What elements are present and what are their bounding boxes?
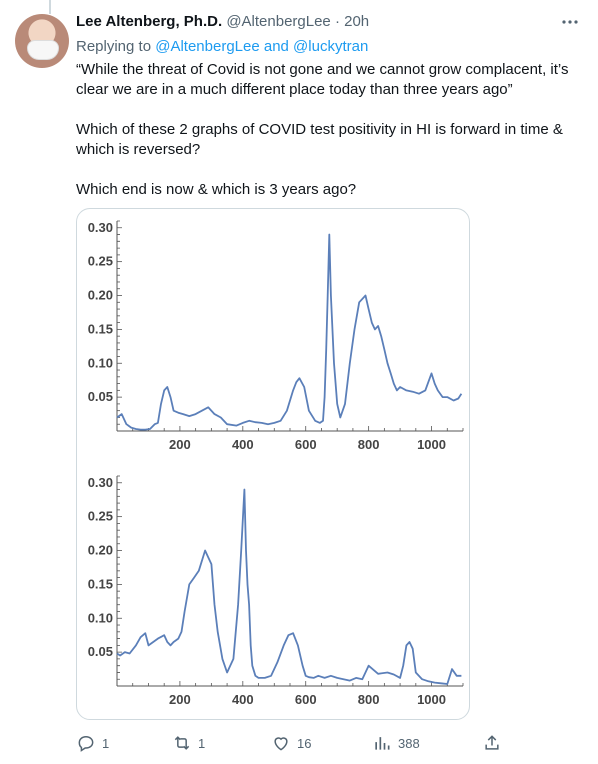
y-tick-label: 0.10 <box>88 610 113 625</box>
tweet-paragraph-3: Which end is now & which is 3 years ago? <box>76 181 357 198</box>
y-tick-label: 0.30 <box>88 220 113 235</box>
tweet-text: “While the threat of Covid is not gone a… <box>76 60 576 220</box>
y-tick-label: 0.20 <box>88 288 113 303</box>
more-horizontal-icon-svg <box>562 20 578 24</box>
series-line <box>116 488 462 685</box>
retweet-count: 1 <box>198 735 206 751</box>
thread-line <box>49 0 51 14</box>
avatar-mask <box>27 40 59 60</box>
retweet-button[interactable]: 1 <box>172 733 205 753</box>
share-icon <box>485 735 499 750</box>
x-tick-label: 200 <box>169 692 191 707</box>
avatar[interactable] <box>15 14 69 68</box>
y-tick-label: 0.25 <box>88 254 113 269</box>
replying-prefix: Replying to <box>76 38 152 55</box>
chart-1: 200 400 600 800 1000 0.05 0.10 0.15 0.20 0.25 0.30 <box>77 209 469 464</box>
tweet-paragraph-1: “While the threat of Covid is not gone a… <box>76 61 569 98</box>
y-tick-label: 0.15 <box>88 576 113 591</box>
chart-2-svg: 200 400 600 800 1000 0.05 0.10 0.15 0.20 0.25 0.30 <box>88 475 464 707</box>
like-button[interactable]: 16 <box>271 733 311 753</box>
y-tick-label: 0.25 <box>88 509 113 524</box>
x-tick-label: 400 <box>232 692 254 707</box>
share-button[interactable] <box>482 733 502 753</box>
reply-button[interactable]: 1 <box>76 733 109 753</box>
x-tick-label: 600 <box>295 692 317 707</box>
y-tick-label: 0.20 <box>88 543 113 558</box>
author-name[interactable]: Lee Altenberg, Ph.D. <box>76 13 223 30</box>
views-button[interactable]: 388 <box>372 733 420 753</box>
more-horizontal-icon[interactable] <box>560 12 580 37</box>
x-tick-label: 800 <box>358 692 380 707</box>
y-tick-label: 0.05 <box>88 389 113 404</box>
y-tick-label: 0.15 <box>88 321 113 336</box>
tweet-paragraph-2: Which of these 2 graphs of COVID test po… <box>76 121 563 158</box>
tweet-media[interactable]: 200 400 600 800 1000 0.05 0.10 0.15 0.20 0.25 0.30… <box>76 208 470 720</box>
x-tick-label: 200 <box>169 437 191 452</box>
replying-to: Replying to @AltenbergLee and @luckytran <box>76 38 368 55</box>
replying-to-link[interactable]: @AltenbergLee and @luckytran <box>155 38 369 55</box>
views-count: 388 <box>398 735 420 751</box>
like-icon <box>274 737 288 751</box>
like-count: 16 <box>297 735 312 751</box>
y-tick-label: 0.05 <box>88 644 113 659</box>
separator: · <box>334 13 340 30</box>
tweet-time[interactable]: 20h <box>344 13 370 30</box>
x-tick-label: 400 <box>232 437 254 452</box>
x-tick-label: 600 <box>295 437 317 452</box>
views-icon <box>375 737 390 750</box>
series-line <box>116 233 463 431</box>
x-tick-label: 1000 <box>417 437 446 452</box>
reply-icon <box>78 735 94 752</box>
tweet-actions: 1 1 16 388 <box>76 733 516 755</box>
chart-1-svg: 200 400 600 800 1000 0.05 0.10 0.15 0.20 0.25 0.30 <box>88 220 464 452</box>
reply-count: 1 <box>102 735 110 751</box>
retweet-icon <box>174 736 190 750</box>
tweet-header: Lee Altenberg, Ph.D. @AltenbergLee · 20h <box>76 13 578 35</box>
y-tick-label: 0.30 <box>88 475 113 490</box>
author-handle[interactable]: @AltenbergLee <box>226 13 331 30</box>
chart-2: 200 400 600 800 1000 0.05 0.10 0.15 0.20 0.25 0.30 <box>77 464 469 719</box>
x-tick-label: 800 <box>358 437 380 452</box>
x-tick-label: 1000 <box>417 692 446 707</box>
y-tick-label: 0.10 <box>88 355 113 370</box>
